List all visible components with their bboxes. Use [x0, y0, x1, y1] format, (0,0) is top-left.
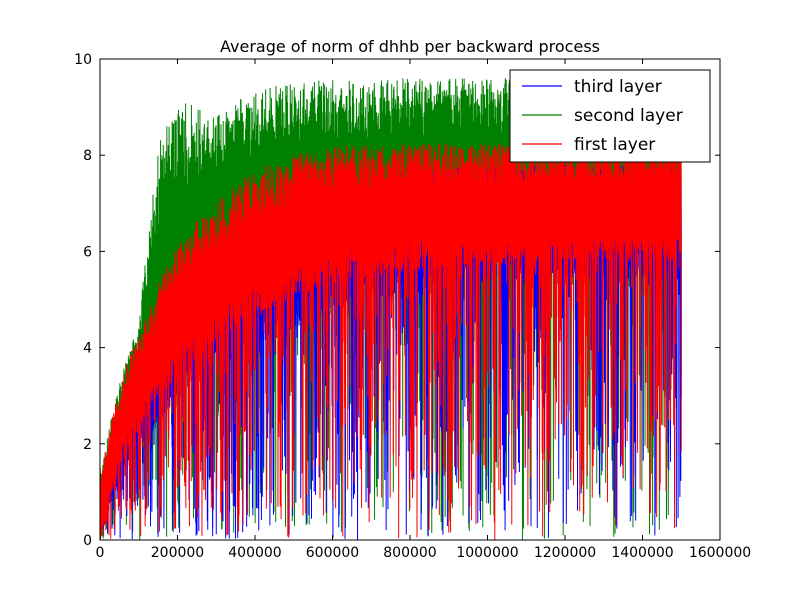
legend: third layer second layer first layer: [509, 69, 711, 163]
y-tick-label: 8: [83, 148, 92, 164]
x-tick-label: 1400000: [611, 545, 673, 561]
x-tick-label: 1600000: [689, 545, 751, 561]
x-tick-label: 200000: [151, 545, 204, 561]
y-tick-label: 0: [83, 533, 92, 549]
y-axis: 0 2 4 6 8 10: [74, 52, 720, 549]
x-tick-label: 0: [96, 545, 105, 561]
x-axis: 0 200000 400000 600000 800000 1000000 1200000 1…: [96, 59, 751, 561]
legend-label-first-layer: first layer: [574, 135, 655, 155]
y-tick-label: 6: [83, 244, 92, 260]
legend-frame: [509, 69, 711, 163]
x-tick-label: 400000: [228, 545, 281, 561]
x-tick-label: 1000000: [456, 545, 518, 561]
chart-title: Average of norm of dhhb per backward pro…: [220, 37, 600, 56]
y-tick-label: 4: [83, 341, 92, 357]
x-tick-label: 600000: [306, 545, 359, 561]
y-tick-label: 10: [74, 52, 92, 68]
x-tick-label: 800000: [383, 545, 436, 561]
series-line-first-layer: [99, 143, 682, 541]
x-tick-label: 1200000: [534, 545, 596, 561]
y-tick-label: 2: [83, 437, 92, 453]
legend-label-third-layer: third layer: [574, 77, 662, 97]
legend-label-second-layer: second layer: [574, 106, 683, 126]
